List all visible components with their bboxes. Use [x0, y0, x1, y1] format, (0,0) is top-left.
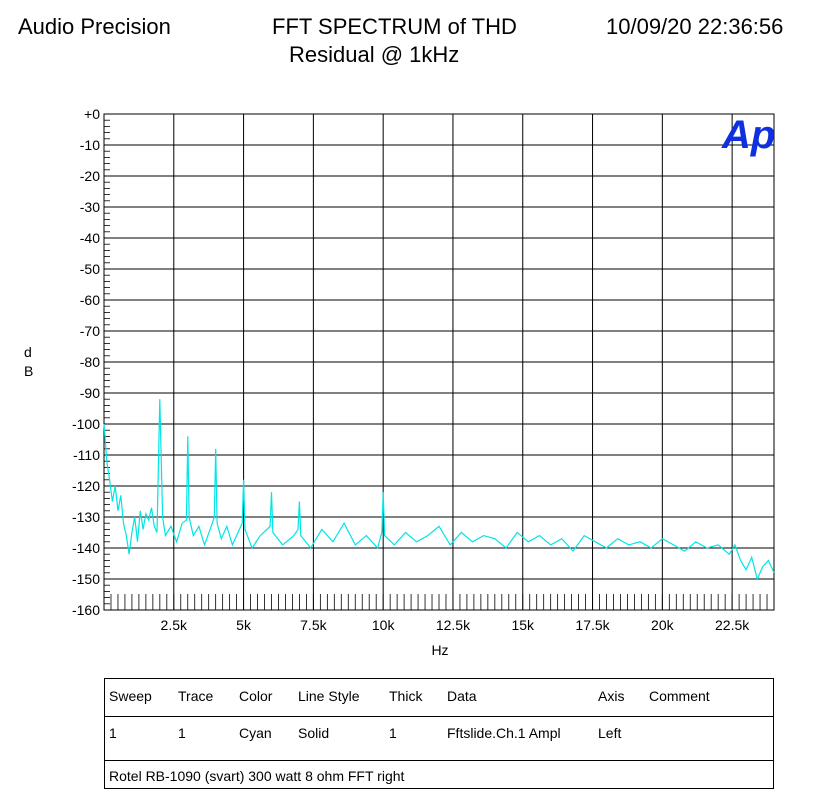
x-tick-label: 22.5k: [715, 617, 750, 633]
legend-value-row: 1 1 Cyan Solid 1 Fftslide.Ch.1 Ampl Left: [105, 716, 773, 761]
x-tick-label: 5k: [236, 617, 252, 633]
grid: [103, 113, 775, 611]
legend-cell-color: Cyan: [239, 725, 272, 741]
y-tick-label: -100: [72, 416, 100, 432]
y-tick-label: -120: [72, 478, 100, 494]
legend-cell-data: Fftslide.Ch.1 Ampl: [447, 725, 561, 741]
y-tick-label: -10: [80, 137, 100, 153]
y-tick-label: -80: [80, 354, 100, 370]
legend-header-color: Color: [239, 688, 273, 704]
y-tick-label: -160: [72, 602, 100, 618]
legend-header-sweep: Sweep: [109, 688, 152, 704]
y-tick-labels: +0 -10 -20 -30 -40 -50 -60 -70 -80 -90 -100 -110 -12…: [72, 106, 100, 618]
series-line: [103, 399, 775, 581]
brand-label: Audio Precision: [18, 14, 171, 39]
y-tick-label: -20: [80, 168, 100, 184]
legend-header-row: Sweep Trace Color Line Style Thick Data Axis Co…: [105, 679, 773, 717]
legend-cell-thick: 1: [389, 725, 397, 741]
x-tick-label: 15k: [511, 617, 535, 633]
y-tick-label: -60: [80, 292, 100, 308]
y-tick-label: -50: [80, 261, 100, 277]
legend-header-thick: Thick: [389, 688, 423, 704]
y-tick-label: -40: [80, 230, 100, 246]
x-tick-label: 20k: [651, 617, 675, 633]
ap-logo-icon: Ap: [721, 113, 775, 157]
x-tick-label: 12.5k: [436, 617, 471, 633]
legend-header-comment: Comment: [649, 688, 710, 704]
chart-title-line2: Residual @ 1kHz: [289, 42, 460, 67]
fft-chart: +0 -10 -20 -30 -40 -50 -60 -70 -80 -90 -100 -110 -12…: [24, 106, 775, 658]
y-axis-label-d: d: [24, 344, 32, 360]
x-tick-label: 7.5k: [300, 617, 327, 633]
legend-comment: Rotel RB-1090 (svart) 300 watt 8 ohm FFT…: [109, 768, 405, 784]
y-tick-label: +0: [84, 106, 100, 122]
y-tick-label: -110: [73, 447, 100, 463]
x-tick-label: 17.5k: [575, 617, 610, 633]
legend-header-axis: Axis: [598, 688, 625, 704]
y-tick-label: -140: [72, 540, 100, 556]
x-tick-label: 10k: [372, 617, 396, 633]
y-tick-label: -150: [72, 571, 100, 587]
y-tick-label: -30: [80, 199, 100, 215]
y-tick-label: -70: [80, 323, 100, 339]
timestamp: 10/09/20 22:36:56: [606, 14, 784, 39]
legend-cell-sweep: 1: [109, 725, 117, 741]
legend-comment-row: Rotel RB-1090 (svart) 300 watt 8 ohm FFT…: [105, 761, 773, 789]
legend-cell-axis: Left: [598, 725, 622, 741]
legend-header-line-style: Line Style: [298, 688, 360, 704]
legend-header-trace: Trace: [178, 688, 214, 704]
chart-title-line1: FFT SPECTRUM of THD: [272, 14, 517, 39]
minor-ticks: [104, 113, 768, 611]
legend-header-data: Data: [447, 688, 477, 704]
y-axis-label-b: B: [24, 363, 33, 379]
y-tick-label: -130: [72, 509, 100, 525]
legend-cell-trace: 1: [178, 725, 186, 741]
y-tick-label: -90: [80, 385, 100, 401]
legend-table: Sweep Trace Color Line Style Thick Data Axis Co…: [104, 678, 774, 789]
legend-cell-line-style: Solid: [298, 725, 330, 741]
x-tick-label: 2.5k: [161, 617, 188, 633]
x-axis-label: Hz: [431, 642, 448, 658]
x-tick-labels: 2.5k 5k 7.5k 10k 12.5k 15k 17.5k 20k 22.5k: [161, 617, 751, 633]
